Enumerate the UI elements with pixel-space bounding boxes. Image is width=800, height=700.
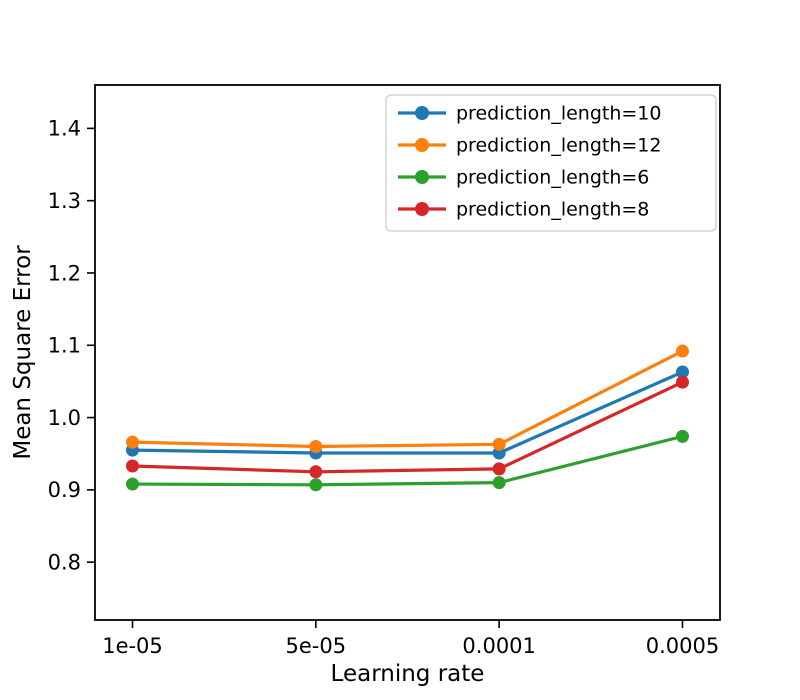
y-axis-label: Mean Square Error <box>10 245 36 460</box>
legend-label: prediction_length=6 <box>456 167 649 189</box>
legend-box <box>385 94 717 232</box>
series-line-prediction_length=10 <box>130 370 685 455</box>
series-marker-prediction_length=8 <box>309 465 323 479</box>
legend-label: prediction_length=8 <box>456 199 649 221</box>
y-tick-label: 1.3 <box>48 189 81 213</box>
x-axis-label: Learning rate <box>331 661 485 687</box>
series-marker-prediction_length=12 <box>309 439 323 453</box>
y-tick-label: 0.9 <box>48 478 81 502</box>
series-marker-prediction_length=12 <box>492 437 506 451</box>
series-marker-prediction_length=6 <box>492 476 506 490</box>
series-marker-prediction_length=8 <box>676 375 689 389</box>
y-tick-label: 1.2 <box>48 261 81 285</box>
legend-label: prediction_length=10 <box>456 103 661 125</box>
legend-marker <box>415 106 429 120</box>
x-tick-label: 0.0005 <box>646 634 719 658</box>
series-marker-prediction_length=12 <box>126 435 139 449</box>
series-marker-prediction_length=10 <box>676 365 689 379</box>
x-tick-label: 5e-05 <box>286 634 347 658</box>
legend-marker <box>415 138 429 152</box>
series-marker-prediction_length=8 <box>126 459 139 473</box>
series-marker-prediction_length=6 <box>676 429 689 443</box>
y-tick-label: 0.8 <box>48 551 81 575</box>
series-marker-prediction_length=8 <box>492 462 506 476</box>
legend-marker <box>415 202 429 216</box>
legend-marker <box>415 170 429 184</box>
series-marker-prediction_length=6 <box>309 478 323 492</box>
y-tick-label: 1.0 <box>48 406 81 430</box>
series-marker-prediction_length=6 <box>126 477 139 491</box>
series-marker-prediction_length=12 <box>676 344 689 358</box>
y-tick-label: 1.1 <box>48 334 81 358</box>
y-tick-label: 1.4 <box>48 117 81 141</box>
legend-label: prediction_length=12 <box>456 135 661 157</box>
x-tick-label: 0.0001 <box>462 634 535 658</box>
x-tick-label: 1e-05 <box>102 634 163 658</box>
series-line-prediction_length=12 <box>130 349 685 449</box>
series-line-prediction_length=8 <box>130 380 685 474</box>
series-line-prediction_length=6 <box>130 434 685 487</box>
